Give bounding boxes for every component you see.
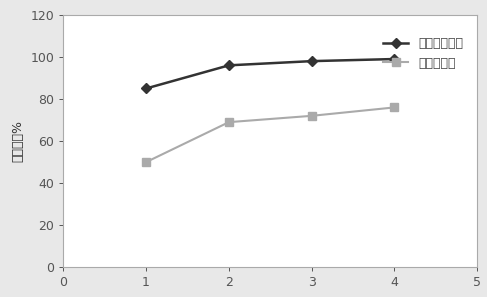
Legend: 硬化物降解率, 氨氮降解率: 硬化物降解率, 氨氮降解率 [379,34,467,73]
硬化物降解率 [143,87,149,90]
氨氮降解率 [392,106,397,109]
氨氮降解率 [226,120,232,124]
氨氮降解率 [309,114,315,118]
氨氮降解率 [143,160,149,164]
硬化物降解率 [392,57,397,61]
Line: 氨氮降解率: 氨氮降解率 [142,103,399,166]
硬化物降解率 [226,64,232,67]
Y-axis label: 降解效率%: 降解效率% [12,120,25,162]
硬化物降解率 [309,59,315,63]
Line: 硬化物降解率: 硬化物降解率 [143,56,398,92]
